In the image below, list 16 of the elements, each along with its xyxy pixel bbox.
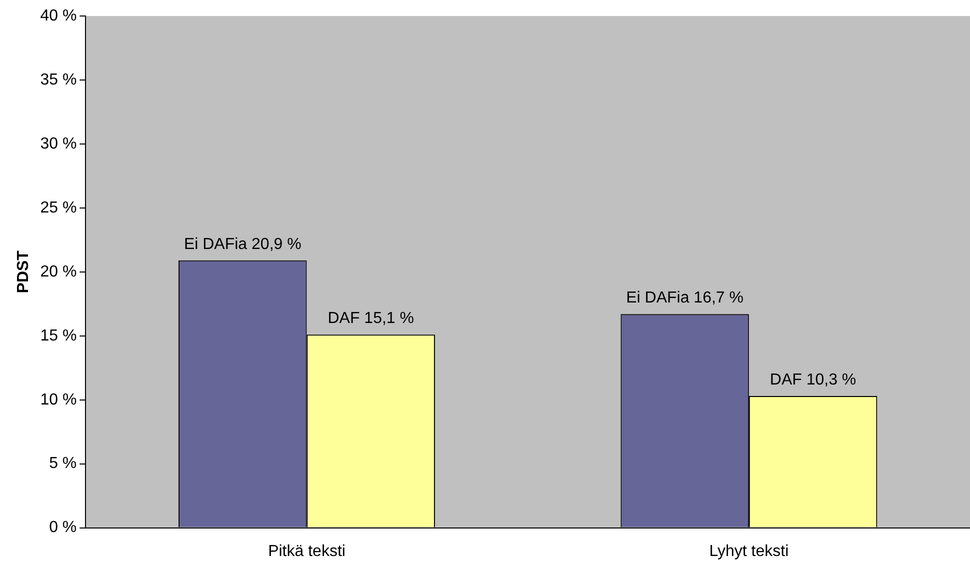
x-tick-label: Pitkä teksti xyxy=(268,542,346,560)
y-tick-label: 35 % xyxy=(40,71,77,88)
text: Ei DAFia 20,9 % xyxy=(184,236,302,253)
y-tick-label: 10 % xyxy=(40,391,77,408)
y-tick-label: 20 % xyxy=(40,263,77,280)
text: Ei DAFia 16,7 % xyxy=(626,290,744,307)
y-tick-label: 30 % xyxy=(40,135,77,152)
y-tick-label: 15 % xyxy=(40,327,77,344)
y-tick-label: 5 % xyxy=(49,455,77,472)
y-axis-title: PDST xyxy=(15,250,32,294)
y-tick-label: 40 % xyxy=(40,7,77,24)
y-tick-label: 25 % xyxy=(40,199,77,216)
text: DAF 15,1 % xyxy=(328,310,414,327)
x-tick-label: Lyhyt teksti xyxy=(709,542,789,560)
y-tick-label: 0 % xyxy=(49,519,77,536)
text: DAF 10,3 % xyxy=(770,371,856,388)
